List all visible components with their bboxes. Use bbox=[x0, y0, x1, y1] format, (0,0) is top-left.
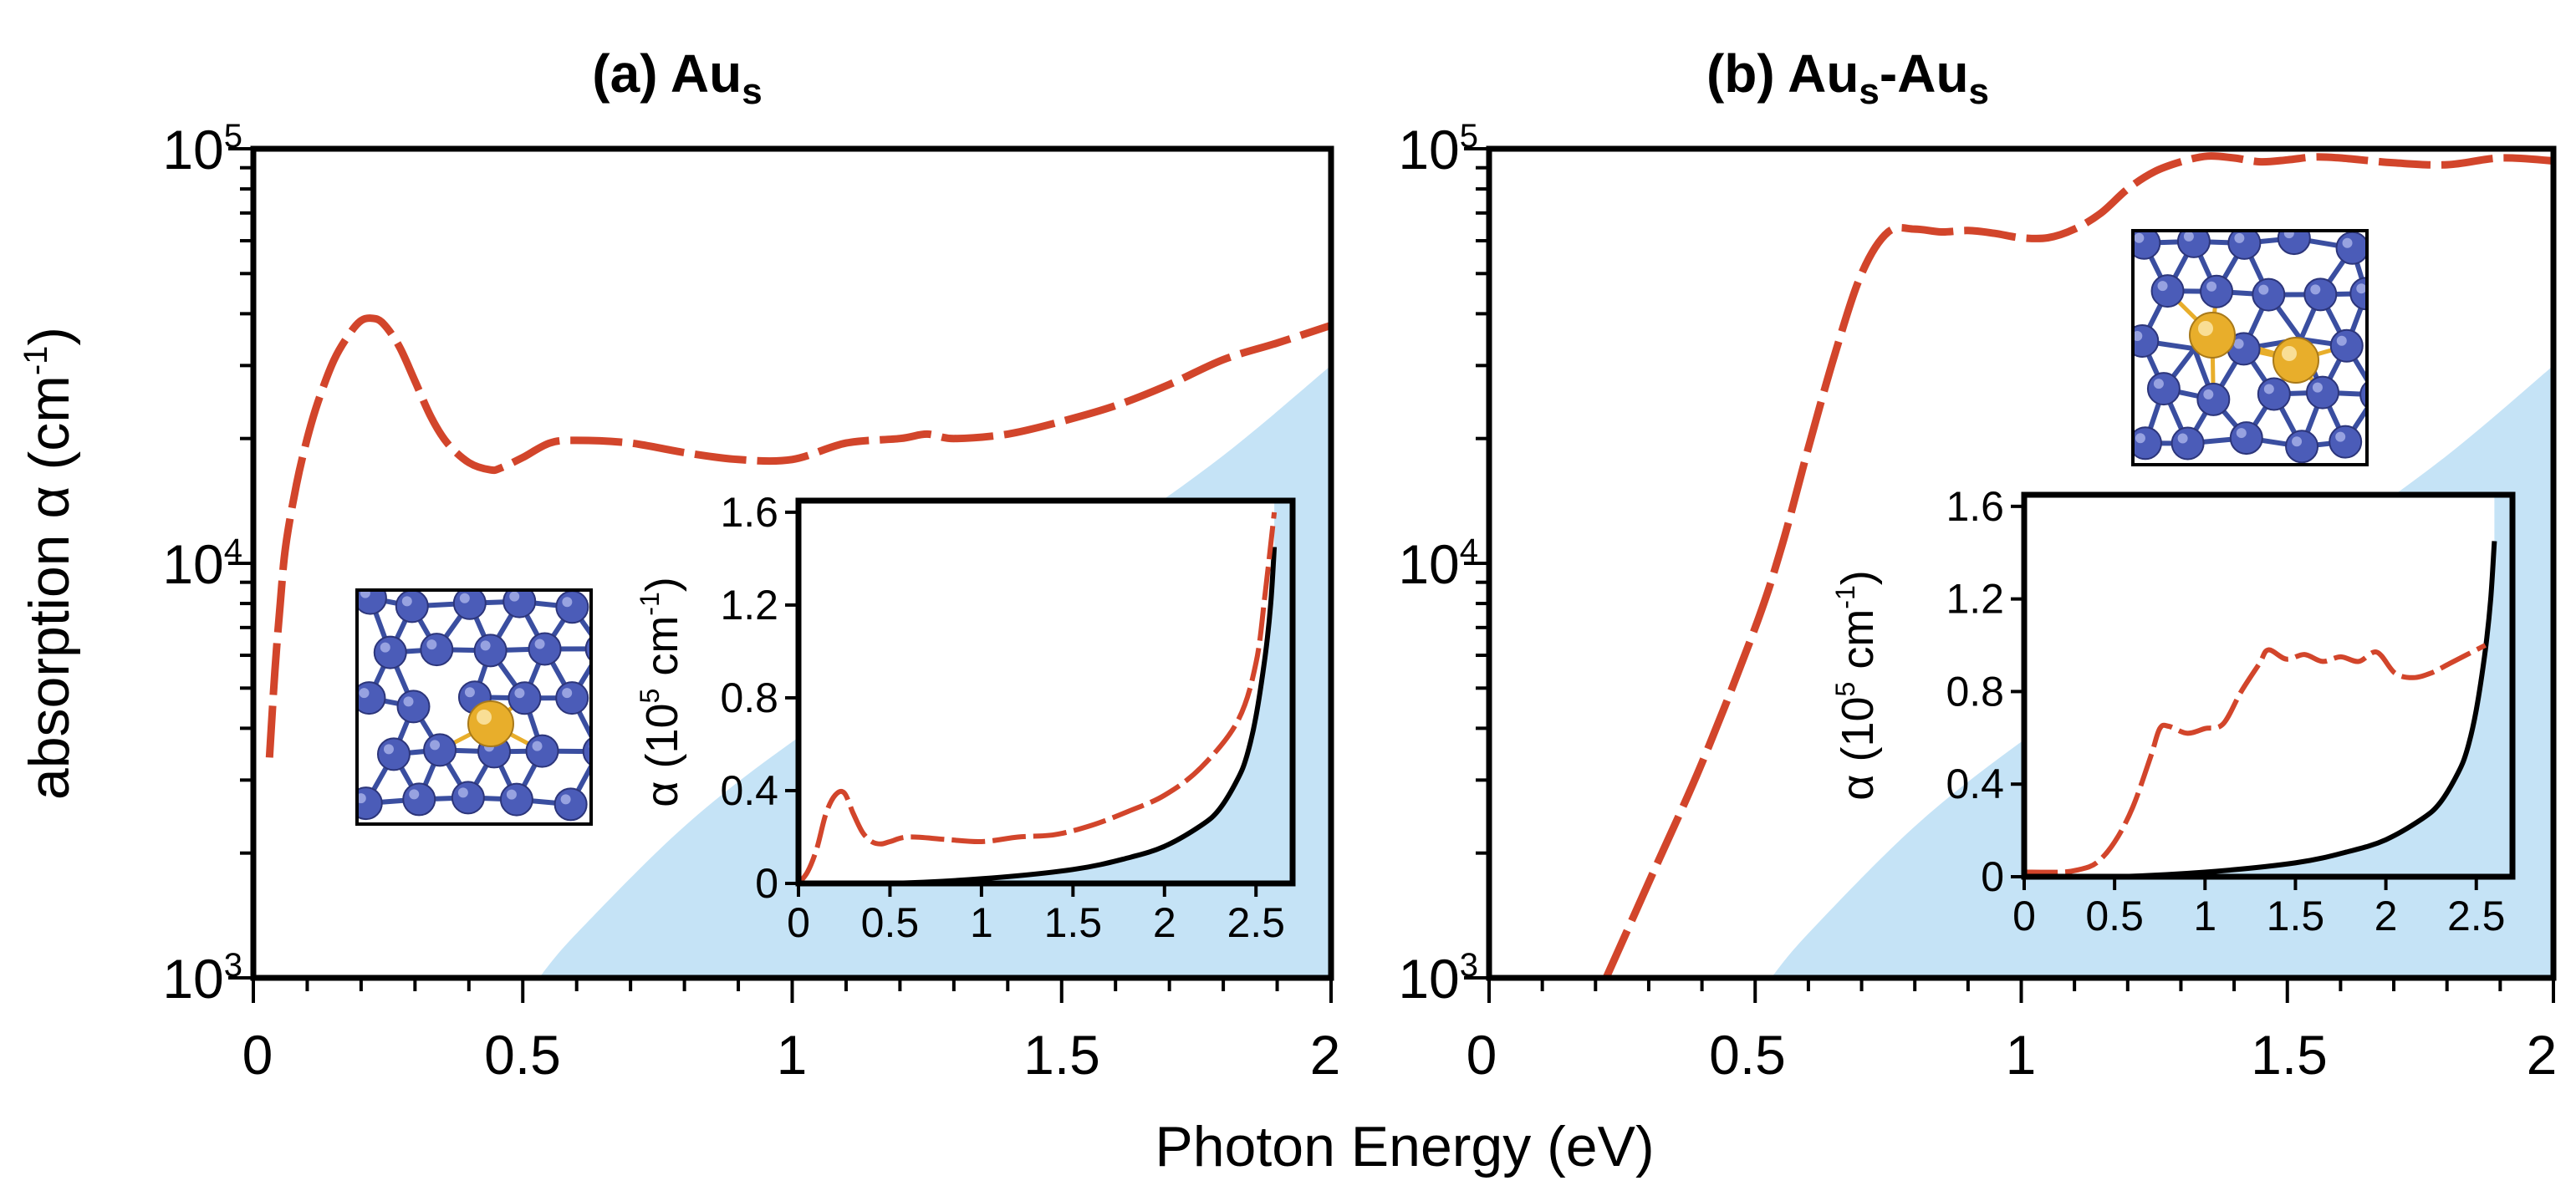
y-axis-label: absorption α (cm-1) bbox=[18, 327, 81, 800]
inset-xtick-label: 1.5 bbox=[2267, 893, 2325, 939]
panel-b-inset-ylabel: α (105 cm-1) bbox=[1830, 570, 1883, 801]
panel-b-xtick-1.5: 1.5 bbox=[2251, 1024, 2328, 1086]
panel-b-inset-frame bbox=[2021, 491, 2516, 880]
panel-b-inset-shaded-region bbox=[2024, 495, 2512, 877]
panel-a-title: (a) Aus bbox=[592, 43, 762, 112]
panel-b-xtick-0: 0 bbox=[1467, 1024, 1497, 1086]
inset-ytick-label: 1.6 bbox=[1946, 483, 2004, 530]
panel-b-xtick-1: 1 bbox=[2006, 1024, 2037, 1086]
panel-a-xtick-0: 0 bbox=[242, 1024, 273, 1086]
inset-xtick-label: 1.5 bbox=[1044, 899, 1103, 946]
panel-b-xtick-0.5: 0.5 bbox=[1709, 1024, 1786, 1086]
panel-a-ytick-1e4: 104 bbox=[162, 532, 242, 595]
panel-a-tick-marks bbox=[228, 147, 1333, 1003]
panel-b-inset-reference-curve bbox=[2024, 541, 2497, 877]
inset-ytick-label: 1.6 bbox=[720, 489, 778, 536]
panel-b: (b) Aus-Aus 103 104 105 0 0.5 1 1.5 2 bbox=[1398, 43, 2557, 1086]
panel-b-xtick-2: 2 bbox=[2527, 1024, 2558, 1086]
panel-b-ytick-1e5: 105 bbox=[1398, 118, 1478, 181]
panel-a-inset-tick-marks: 0 0.5 1 1.5 2 2.5 0 0.4 0.8 1.2 1.6 bbox=[720, 489, 1284, 946]
inset-xtick-label: 0 bbox=[787, 899, 810, 946]
inset-xtick-label: 2 bbox=[1153, 899, 1176, 946]
panel-a-inset-frame bbox=[795, 497, 1296, 887]
panel-a-inset-shaded-region bbox=[798, 501, 1293, 883]
panel-a-absorption-curve bbox=[265, 314, 1331, 758]
inset-ytick-label: 0.8 bbox=[1946, 668, 2004, 715]
inset-ytick-label: 1.2 bbox=[1946, 576, 2004, 623]
panel-a-inset-reference-curve bbox=[798, 547, 1278, 883]
panel-a-xtick-0.5: 0.5 bbox=[484, 1024, 561, 1086]
inset-ytick-label: 0.8 bbox=[720, 674, 778, 721]
x-axis-label: Photon Energy (eV) bbox=[1155, 1115, 1654, 1178]
inset-xtick-label: 2 bbox=[2375, 893, 2398, 939]
panel-b-ytick-1e4: 104 bbox=[1398, 532, 1478, 595]
panel-a-xtick-1: 1 bbox=[777, 1024, 808, 1086]
panel-a-xtick-1.5: 1.5 bbox=[1023, 1024, 1100, 1086]
panel-b-ytick-1e3: 103 bbox=[1398, 947, 1478, 1010]
panel-a-inset-chart: 0 0.5 1 1.5 2 2.5 0 0.4 0.8 1.2 1.6 α (105 cm-1) bbox=[635, 489, 1296, 946]
inset-ytick-label: 1.2 bbox=[720, 582, 778, 629]
inset-xtick-label: 0.5 bbox=[861, 899, 920, 946]
panel-b-tick-marks bbox=[1464, 147, 2555, 1003]
inset-ytick-label: 0.4 bbox=[720, 767, 778, 814]
panel-a-inset-ylabel: α (105 cm-1) bbox=[635, 577, 687, 807]
inset-xtick-label: 1 bbox=[2193, 893, 2216, 939]
inset-xtick-label: 0 bbox=[2012, 893, 2036, 939]
panel-b-inset-tick-marks: 0 0.5 1 1.5 2 2.5 0 0.4 0.8 1.2 1.6 bbox=[1946, 483, 2505, 939]
inset-xtick-label: 1 bbox=[970, 899, 993, 946]
panel-a-ytick-1e3: 103 bbox=[162, 947, 242, 1010]
inset-xtick-label: 0.5 bbox=[2085, 893, 2144, 939]
panel-a: (a) Aus 103 104 105 0 0.5 1 1.5 2 bbox=[162, 43, 1340, 1086]
inset-ytick-label: 0.4 bbox=[1946, 761, 2004, 807]
inset-xtick-label: 2.5 bbox=[2447, 893, 2506, 939]
panel-a-xtick-2: 2 bbox=[1310, 1024, 1341, 1086]
inset-xtick-label: 2.5 bbox=[1227, 899, 1285, 946]
panel-b-inset-absorption-curve bbox=[2024, 643, 2487, 875]
inset-ytick-label: 0 bbox=[755, 860, 778, 907]
panel-a-inset-absorption-curve bbox=[798, 511, 1278, 883]
inset-ytick-label: 0 bbox=[1981, 853, 2004, 900]
panel-a-structure-inset bbox=[355, 588, 593, 826]
panel-b-title: (b) Aus-Aus bbox=[1706, 43, 1989, 112]
panel-a-ytick-1e5: 105 bbox=[162, 118, 242, 181]
panel-b-structure-inset bbox=[2131, 229, 2369, 466]
panel-b-inset-chart: 0 0.5 1 1.5 2 2.5 0 0.4 0.8 1.2 1.6 α (105 cm-1) bbox=[1830, 483, 2516, 939]
